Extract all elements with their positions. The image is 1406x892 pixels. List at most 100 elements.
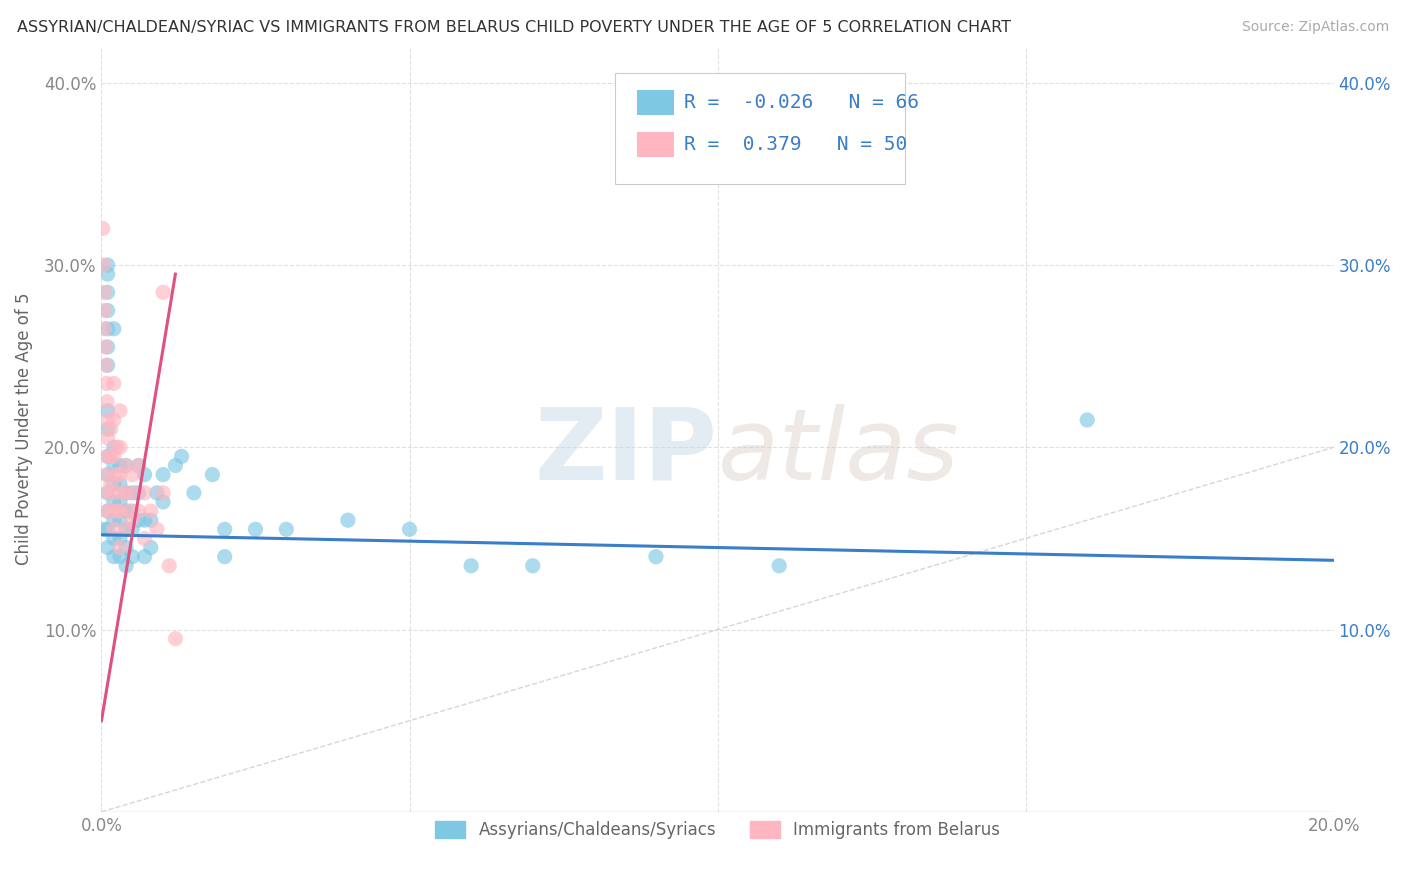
Text: ASSYRIAN/CHALDEAN/SYRIAC VS IMMIGRANTS FROM BELARUS CHILD POVERTY UNDER THE AGE : ASSYRIAN/CHALDEAN/SYRIAC VS IMMIGRANTS F…: [17, 20, 1011, 35]
Text: R =  -0.026   N = 66: R = -0.026 N = 66: [685, 93, 920, 112]
Point: [183, 486, 205, 500]
Point: [103, 522, 125, 536]
Point: [115, 504, 138, 518]
Point: [97, 450, 120, 464]
Point: [115, 558, 138, 573]
Point: [214, 522, 236, 536]
FancyBboxPatch shape: [637, 132, 675, 157]
Point: [336, 513, 359, 527]
Point: [108, 504, 131, 518]
Text: Source: ZipAtlas.com: Source: ZipAtlas.com: [1241, 20, 1389, 34]
Point: [97, 340, 120, 354]
Point: [115, 522, 138, 536]
Point: [97, 413, 120, 427]
Point: [108, 404, 131, 418]
Point: [97, 303, 120, 318]
Point: [146, 486, 169, 500]
Text: ZIP: ZIP: [534, 403, 717, 500]
Point: [108, 541, 131, 555]
Point: [93, 285, 115, 300]
Point: [108, 549, 131, 564]
Point: [105, 440, 128, 454]
Point: [134, 486, 156, 500]
Point: [121, 549, 143, 564]
Point: [94, 358, 117, 372]
Text: atlas: atlas: [717, 403, 959, 500]
Point: [97, 431, 120, 445]
Point: [460, 558, 482, 573]
Point: [118, 504, 141, 518]
Point: [152, 467, 174, 482]
Point: [165, 632, 187, 646]
Point: [91, 221, 114, 235]
Point: [276, 522, 298, 536]
Point: [103, 440, 125, 454]
Point: [103, 476, 125, 491]
Point: [103, 450, 125, 464]
Point: [124, 486, 146, 500]
Point: [127, 458, 149, 473]
Point: [108, 476, 131, 491]
Point: [97, 358, 120, 372]
Point: [97, 467, 120, 482]
Point: [97, 450, 120, 464]
Y-axis label: Child Poverty Under the Age of 5: Child Poverty Under the Age of 5: [15, 293, 32, 566]
Point: [100, 422, 122, 436]
Point: [93, 322, 115, 336]
Point: [201, 467, 224, 482]
Point: [108, 495, 131, 509]
Point: [245, 522, 267, 536]
Point: [97, 541, 120, 555]
Point: [115, 486, 138, 500]
Point: [94, 340, 117, 354]
Point: [97, 422, 120, 436]
Point: [97, 504, 120, 518]
Point: [103, 532, 125, 546]
Point: [96, 376, 118, 391]
Point: [139, 513, 162, 527]
Point: [97, 504, 120, 518]
Point: [97, 486, 120, 500]
Point: [91, 258, 114, 272]
Point: [97, 285, 120, 300]
Point: [139, 541, 162, 555]
Point: [121, 467, 143, 482]
Point: [93, 522, 115, 536]
Point: [100, 476, 122, 491]
Point: [1076, 413, 1098, 427]
FancyBboxPatch shape: [616, 73, 905, 184]
Point: [105, 504, 128, 518]
Point: [134, 532, 156, 546]
Point: [127, 486, 149, 500]
Point: [121, 522, 143, 536]
Point: [103, 458, 125, 473]
Point: [121, 513, 143, 527]
Point: [103, 513, 125, 527]
Point: [112, 486, 135, 500]
Point: [97, 322, 120, 336]
Point: [214, 549, 236, 564]
Point: [165, 458, 187, 473]
Point: [134, 467, 156, 482]
Point: [108, 513, 131, 527]
Text: R =  0.379   N = 50: R = 0.379 N = 50: [685, 135, 907, 153]
Point: [108, 467, 131, 482]
Point: [121, 486, 143, 500]
Point: [115, 458, 138, 473]
Point: [152, 285, 174, 300]
Point: [127, 458, 149, 473]
Point: [157, 558, 180, 573]
Point: [97, 267, 120, 281]
Point: [97, 522, 120, 536]
Point: [100, 504, 122, 518]
Point: [121, 504, 143, 518]
Point: [105, 467, 128, 482]
Point: [108, 532, 131, 546]
Point: [103, 376, 125, 391]
Point: [103, 413, 125, 427]
Point: [100, 450, 122, 464]
Point: [522, 558, 544, 573]
Point: [97, 486, 120, 500]
Point: [108, 440, 131, 454]
Point: [103, 495, 125, 509]
